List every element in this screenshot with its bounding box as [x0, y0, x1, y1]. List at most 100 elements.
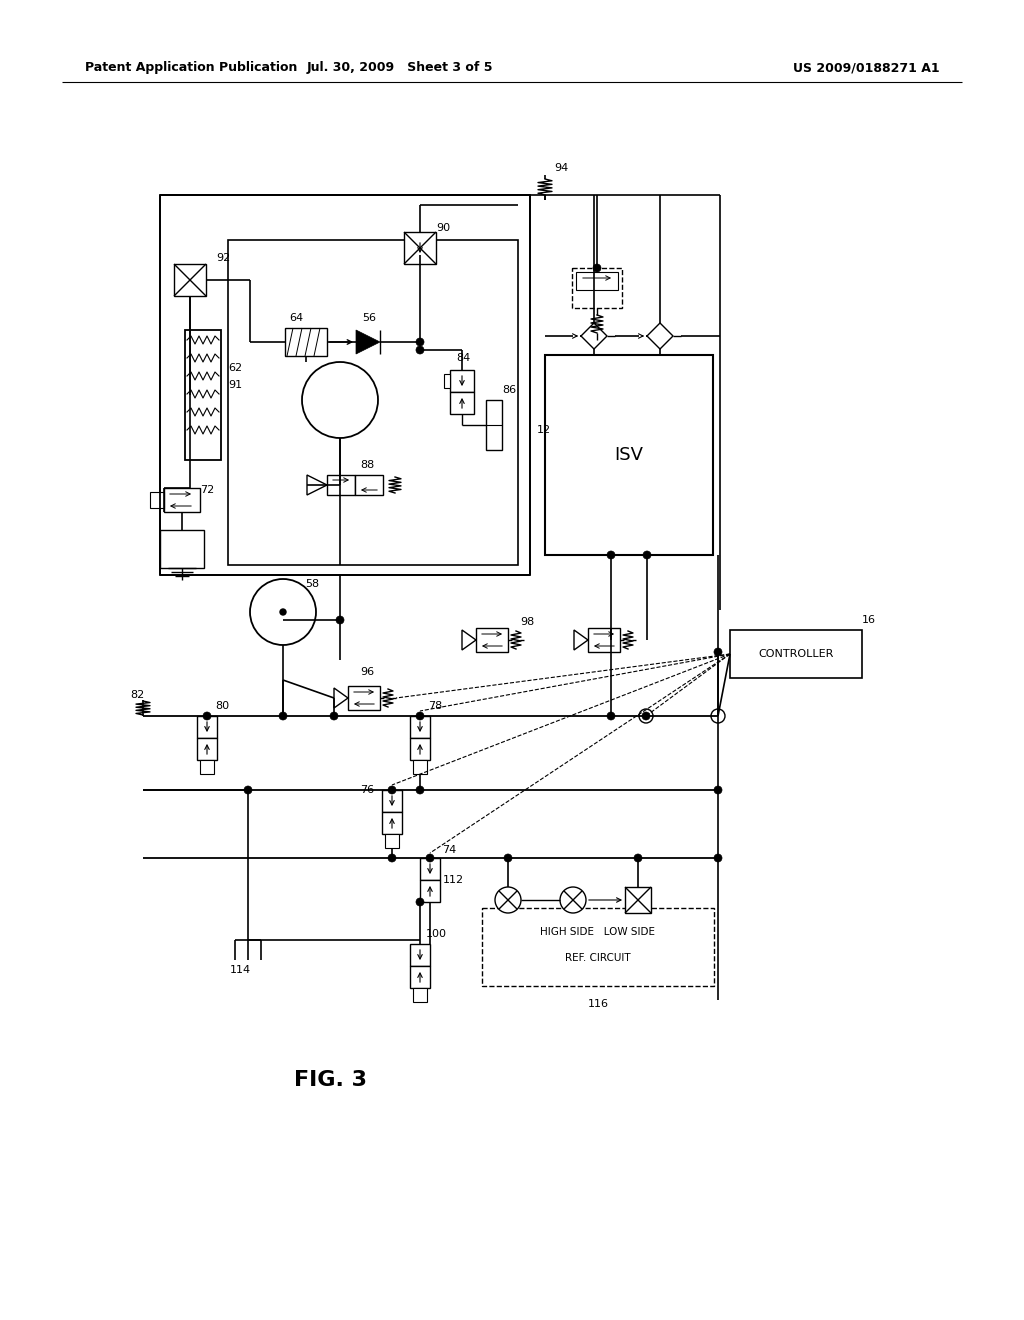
Bar: [327, 475, 355, 495]
Bar: [444, 374, 450, 388]
Text: 112: 112: [443, 875, 464, 884]
Bar: [174, 264, 206, 296]
Text: REF. CIRCUIT: REF. CIRCUIT: [565, 953, 631, 964]
Text: 86: 86: [502, 385, 516, 395]
Circle shape: [416, 898, 424, 906]
Bar: [413, 760, 427, 774]
Circle shape: [504, 854, 512, 862]
Circle shape: [416, 338, 424, 346]
Bar: [410, 944, 430, 966]
Text: US 2009/0188271 A1: US 2009/0188271 A1: [794, 62, 940, 74]
Bar: [575, 272, 618, 290]
Bar: [482, 908, 714, 986]
Bar: [410, 738, 430, 760]
Text: 82: 82: [130, 690, 144, 700]
Bar: [285, 327, 327, 356]
Text: 74: 74: [442, 845, 457, 855]
Text: Jul. 30, 2009   Sheet 3 of 5: Jul. 30, 2009 Sheet 3 of 5: [307, 62, 494, 74]
Bar: [160, 195, 530, 576]
Circle shape: [714, 711, 722, 719]
Text: 76: 76: [360, 785, 374, 795]
Text: 12: 12: [537, 425, 551, 436]
Text: 62: 62: [228, 363, 242, 374]
Bar: [197, 738, 217, 760]
Circle shape: [711, 709, 725, 723]
Circle shape: [634, 854, 642, 862]
Circle shape: [250, 579, 316, 645]
Bar: [382, 789, 402, 812]
Circle shape: [560, 887, 586, 913]
Bar: [160, 531, 204, 568]
Circle shape: [280, 609, 286, 615]
Text: 78: 78: [428, 701, 442, 711]
Text: HIGH SIDE   LOW SIDE: HIGH SIDE LOW SIDE: [541, 927, 655, 937]
Circle shape: [639, 709, 653, 723]
Circle shape: [495, 887, 521, 913]
Text: 96: 96: [360, 667, 374, 677]
Text: FIG. 3: FIG. 3: [294, 1071, 367, 1090]
Bar: [730, 630, 862, 678]
Bar: [410, 966, 430, 987]
Text: 84: 84: [456, 352, 470, 363]
Circle shape: [330, 711, 338, 719]
Bar: [410, 715, 430, 738]
Text: 91: 91: [228, 380, 242, 389]
Bar: [228, 240, 518, 565]
Bar: [197, 715, 217, 738]
Bar: [150, 492, 164, 508]
Text: CONTROLLER: CONTROLLER: [759, 649, 834, 659]
Circle shape: [302, 362, 378, 438]
Bar: [625, 887, 651, 913]
Circle shape: [607, 711, 615, 719]
Text: 98: 98: [520, 616, 535, 627]
Circle shape: [244, 785, 252, 795]
Text: 80: 80: [215, 701, 229, 711]
Circle shape: [336, 616, 344, 624]
Bar: [385, 834, 399, 847]
Text: 100: 100: [426, 929, 447, 939]
Circle shape: [416, 711, 424, 719]
Circle shape: [416, 785, 424, 795]
Bar: [450, 392, 474, 414]
Circle shape: [607, 550, 615, 558]
Bar: [404, 232, 436, 264]
Text: 114: 114: [230, 965, 251, 975]
Circle shape: [642, 711, 650, 719]
Circle shape: [388, 785, 396, 795]
Text: 58: 58: [305, 579, 319, 589]
Bar: [420, 880, 440, 902]
Circle shape: [714, 785, 722, 795]
Bar: [486, 400, 502, 450]
Bar: [420, 858, 440, 880]
Text: 56: 56: [362, 313, 376, 323]
Text: 94: 94: [554, 162, 568, 173]
Bar: [185, 330, 221, 459]
Bar: [545, 355, 713, 554]
Circle shape: [714, 854, 722, 862]
Text: 16: 16: [862, 615, 876, 624]
Text: 90: 90: [436, 223, 451, 234]
Bar: [355, 475, 383, 495]
Bar: [476, 628, 508, 652]
Text: 88: 88: [360, 459, 374, 470]
Text: 92: 92: [216, 253, 230, 263]
Text: ISV: ISV: [614, 446, 643, 465]
Bar: [382, 812, 402, 834]
Circle shape: [643, 550, 651, 558]
Text: 64: 64: [289, 313, 303, 323]
Text: 116: 116: [588, 999, 608, 1008]
Bar: [588, 628, 620, 652]
Circle shape: [426, 854, 434, 862]
Bar: [572, 268, 622, 308]
Bar: [348, 686, 380, 710]
Bar: [413, 987, 427, 1002]
Circle shape: [714, 648, 722, 656]
Circle shape: [593, 264, 601, 272]
Circle shape: [279, 711, 287, 719]
Polygon shape: [356, 330, 380, 354]
Circle shape: [203, 711, 211, 719]
Circle shape: [388, 854, 396, 862]
Bar: [164, 488, 200, 512]
Text: Patent Application Publication: Patent Application Publication: [85, 62, 297, 74]
Circle shape: [416, 346, 424, 354]
